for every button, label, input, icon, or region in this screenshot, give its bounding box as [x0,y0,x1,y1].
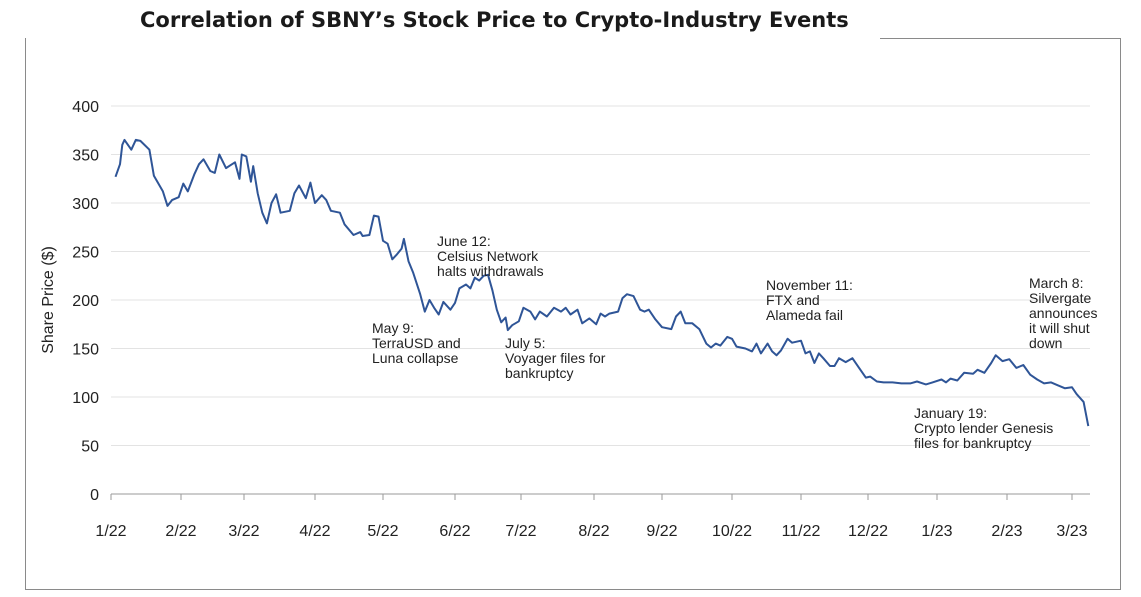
y-tick-label: 100 [72,390,99,407]
annotation-line: Voyager files for [505,350,606,366]
annotation-line: announces [1029,305,1098,321]
annotation-line: January 19: [914,405,987,421]
annotation-0: May 9: TerraUSD and Luna collapse [372,320,461,366]
annotation-2: July 5: Voyager files for bankruptcy [505,335,606,381]
y-tick-label: 150 [72,342,99,359]
annotation-line: it will shut [1029,320,1090,336]
y-tick-label: 250 [72,245,99,262]
x-tick-label: 1/23 [921,523,952,540]
annotation-line: down [1029,335,1062,351]
annotation-5: March 8: Silvergate announces it will shut d… [1029,275,1098,351]
annotation-line: May 9: [372,320,414,336]
chart-frame [25,38,1121,590]
x-tick-label: 6/22 [439,523,470,540]
annotation-line: bankruptcy [505,365,573,381]
x-tick-label: 12/22 [848,523,888,540]
y-axis-label: Share Price ($) [40,246,57,354]
x-tick-label: 9/22 [646,523,677,540]
y-tick-label: 400 [72,99,99,116]
annotation-line: TerraUSD and [372,335,461,351]
x-tick-label: 5/22 [367,523,398,540]
x-tick-label: 2/23 [991,523,1022,540]
annotation-line: Silvergate [1029,290,1091,306]
annotation-line: files for bankruptcy [914,435,1032,451]
annotation-line: November 11: [766,277,853,293]
y-tick-label: 0 [90,487,99,504]
annotation-line: FTX and [766,292,820,308]
annotation-line: halts withdrawals [437,263,544,279]
annotation-line: Crypto lender Genesis [914,420,1053,436]
x-axis-ticks: 1/22 2/22 3/22 4/22 5/22 6/22 7/22 8/22 9/22 10/2… [95,493,1090,540]
annotation-4: January 19: Crypto lender Genesis files fo… [914,405,1053,451]
chart-title: Correlation of SBNY’s Stock Price to Cry… [140,8,849,32]
y-axis-ticks: 0 50 100 150 200 250 300 350 400 [72,99,99,504]
annotation-1: June 12: Celsius Network halts withdrawals [437,233,544,279]
x-tick-label: 2/22 [165,523,196,540]
chart-frame-top-edge [880,38,1121,39]
x-tick-label: 1/22 [95,523,126,540]
x-tick-label: 7/22 [505,523,536,540]
x-tick-label: 4/22 [299,523,330,540]
y-tick-label: 350 [72,148,99,165]
annotation-line: Alameda fail [766,307,843,323]
x-tick-label: 3/22 [228,523,259,540]
x-tick-label: 8/22 [578,523,609,540]
annotation-line: June 12: [437,233,491,249]
y-tick-label: 50 [81,439,99,456]
annotation-line: March 8: [1029,275,1083,291]
x-tick-label: 3/23 [1056,523,1087,540]
annotation-line: Celsius Network [437,248,539,264]
annotation-3: November 11: FTX and Alameda fail [766,277,853,323]
x-tick-label: 11/22 [782,523,821,540]
series-group [114,138,1090,427]
series-line-0 [114,138,1090,427]
y-tick-label: 300 [72,196,99,213]
y-tick-label: 200 [72,293,99,310]
annotation-line: Luna collapse [372,350,459,366]
annotation-line: July 5: [505,335,545,351]
x-tick-label: 10/22 [712,523,752,540]
